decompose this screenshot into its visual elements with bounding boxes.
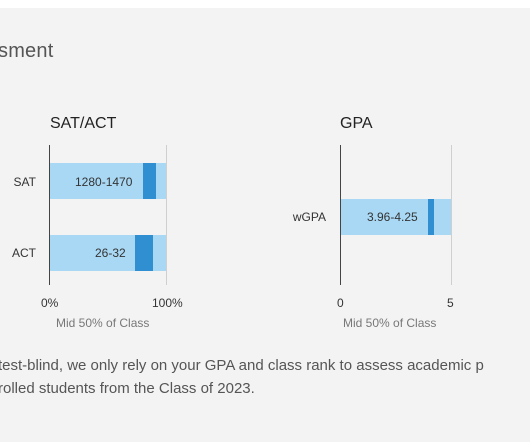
gridline-5 — [451, 145, 452, 285]
bar-label-wgpa: 3.96-4.25 — [367, 210, 418, 224]
y-axis-gpa — [340, 145, 341, 285]
bar-label-sat: 1280-1470 — [75, 175, 133, 189]
gridline-100 — [166, 145, 167, 285]
bar-marker-act — [134, 235, 154, 271]
x-axis-label-sat-act: Mid 50% of Class — [56, 316, 150, 330]
bar-marker-wgpa — [428, 199, 435, 235]
chart-title-sat-act: SAT/ACT — [50, 115, 117, 132]
row-label-act: ACT — [12, 246, 36, 260]
tick-label-0: 0 — [337, 296, 344, 310]
row-label-sat: SAT — [13, 175, 36, 189]
row-label-wgpa: wGPA — [292, 210, 326, 224]
tick-label-0pct: 0% — [41, 296, 59, 310]
chart-title-gpa: GPA — [340, 115, 373, 132]
note-line-2: rolled students from the Class of 2023. — [0, 380, 255, 397]
note-line-1: test-blind, we only rely on your GPA and… — [0, 357, 484, 374]
bar-label-act: 26-32 — [95, 246, 126, 260]
bar-marker-sat — [142, 163, 156, 199]
section-title: sment — [0, 40, 54, 62]
x-axis-label-gpa: Mid 50% of Class — [343, 316, 437, 330]
tick-label-5: 5 — [447, 296, 454, 310]
tick-label-100pct: 100% — [152, 296, 183, 310]
top-band — [0, 0, 530, 8]
y-axis-sat-act — [49, 145, 50, 285]
